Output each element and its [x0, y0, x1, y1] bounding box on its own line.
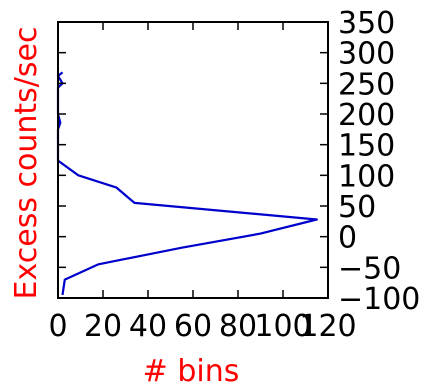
- y-tick-label: 250: [338, 67, 395, 102]
- x-tick-label: 120: [299, 309, 356, 344]
- y-tick-label: 100: [338, 159, 395, 194]
- y-axis-title: Excess counts/sec: [9, 27, 44, 300]
- y-tick-label: −100: [338, 282, 420, 317]
- x-tick-label: 20: [84, 309, 122, 344]
- series-line-0: [56, 71, 318, 296]
- y-tick-label: 350: [338, 6, 395, 41]
- y-tick-label: 200: [338, 98, 395, 133]
- x-tick-label: 60: [174, 309, 212, 344]
- y-tick-label: 0: [338, 221, 357, 256]
- y-tick-label: 150: [338, 129, 395, 164]
- x-tick-label: 40: [129, 309, 167, 344]
- plot-area: 0 20 40 60 80100120−100−50050100150200250300…: [48, 6, 420, 344]
- x-tick-label: 80: [219, 309, 257, 344]
- x-tick-label: 100: [254, 309, 311, 344]
- x-axis-title: # bins: [143, 354, 240, 385]
- y-tick-label: −50: [338, 251, 401, 286]
- plot-frame: [57, 21, 329, 299]
- x-tick-label: 0: [48, 309, 67, 344]
- y-tick-label: 300: [338, 37, 395, 72]
- y-tick-label: 50: [338, 190, 376, 225]
